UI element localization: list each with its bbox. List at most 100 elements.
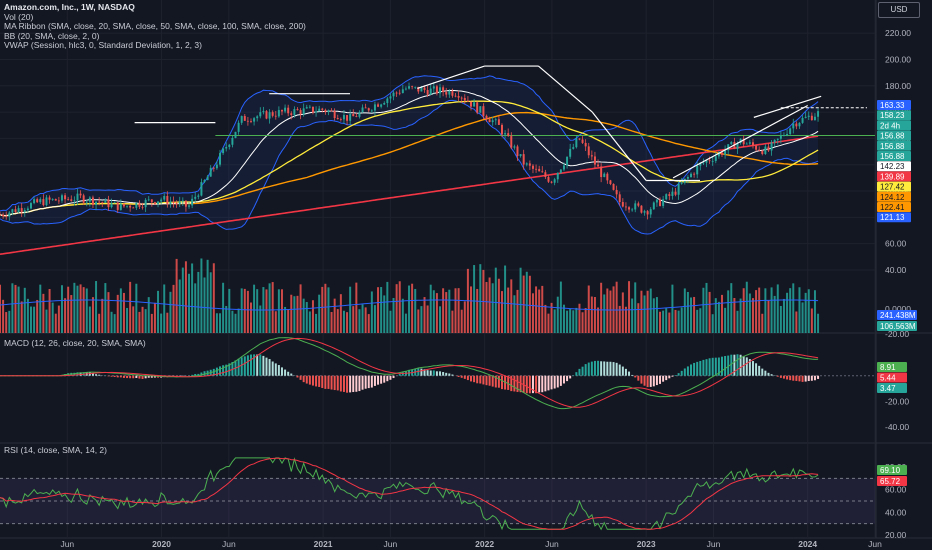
- candle-body: [150, 199, 153, 203]
- macd-histogram-bar: [584, 364, 587, 376]
- candle-body: [779, 135, 782, 139]
- macd-histogram-bar: [587, 362, 590, 376]
- candle-body: [429, 88, 432, 95]
- volume-bar: [76, 285, 79, 333]
- macd-histogram-bar: [308, 375, 311, 385]
- candle-body: [674, 191, 677, 195]
- legend-macd[interactable]: MACD (12, 26, close, 20, SMA, SMA): [4, 338, 146, 348]
- candle-body: [355, 116, 358, 118]
- candle-body: [54, 198, 57, 201]
- volume-bar: [373, 305, 376, 333]
- macd-histogram-bar: [178, 375, 181, 377]
- candle-body: [581, 139, 584, 143]
- candle-body: [271, 112, 274, 116]
- volume-bar: [696, 309, 699, 333]
- macd-histogram-bar: [284, 369, 287, 376]
- macd-histogram-bar: [262, 355, 265, 376]
- volume-bar: [593, 296, 596, 333]
- candle-body: [132, 207, 135, 209]
- candle-body: [70, 199, 73, 201]
- macd-histogram-bar: [764, 370, 767, 376]
- volume-bar: [789, 288, 792, 333]
- candle-body: [253, 118, 256, 122]
- volume-bar: [609, 290, 612, 333]
- volume-bar: [54, 313, 57, 333]
- volume-bar: [113, 314, 116, 333]
- volume-bar: [714, 298, 717, 333]
- volume-bar: [8, 310, 11, 333]
- macd-histogram-bar: [138, 375, 141, 379]
- volume-bar: [494, 267, 497, 333]
- legend-bb[interactable]: BB (20, SMA, close, 2, 0): [4, 30, 100, 41]
- candle-body: [662, 199, 665, 206]
- candle-body: [748, 142, 751, 144]
- volume-bar: [330, 311, 333, 333]
- macd-histogram-bar: [553, 375, 556, 389]
- volume-bar: [141, 306, 144, 333]
- candle-body: [358, 112, 361, 117]
- macd-histogram-bar: [562, 375, 565, 384]
- macd-histogram-bar: [482, 375, 485, 385]
- macd-histogram-bar: [420, 368, 423, 376]
- candle-body: [680, 182, 683, 184]
- legend-ma-ribbon[interactable]: MA Ribbon (SMA, close, 20, SMA, close, 5…: [4, 21, 306, 31]
- macd-histogram-bar: [349, 375, 352, 393]
- volume-bar: [550, 302, 553, 333]
- candle-body: [342, 115, 345, 120]
- volume-bar: [680, 307, 683, 333]
- macd-histogram-bar: [324, 375, 327, 389]
- volume-bar: [284, 306, 287, 333]
- candle-body: [11, 209, 14, 213]
- macd-histogram-bar: [336, 375, 339, 391]
- candle-body: [57, 200, 60, 202]
- macd-histogram-bar: [274, 363, 277, 376]
- macd-histogram-bar: [296, 375, 299, 378]
- price-label-box: [877, 161, 911, 172]
- candle-body: [494, 119, 497, 121]
- volume-bar: [798, 287, 801, 333]
- volume-bar: [711, 314, 714, 333]
- candle-body: [293, 109, 296, 116]
- candle-body: [135, 202, 138, 208]
- volume-bar: [538, 289, 541, 333]
- volume-bar: [293, 296, 296, 333]
- macd-histogram-bar: [581, 366, 584, 376]
- time-axis-label: 2023: [637, 539, 656, 549]
- volume-label-text: 106.563M: [880, 322, 916, 331]
- candle-body: [234, 131, 237, 138]
- candle-body: [621, 202, 624, 207]
- macd-histogram-bar: [699, 360, 702, 376]
- volume-bar: [435, 293, 438, 333]
- candle-body: [327, 110, 330, 113]
- macd-histogram-bar: [435, 371, 438, 376]
- volume-bar: [429, 284, 432, 333]
- volume-bar: [817, 313, 820, 333]
- candle-body: [101, 202, 104, 204]
- volume-bar: [624, 306, 627, 333]
- volume-bar: [705, 282, 708, 333]
- legend-rsi[interactable]: RSI (14, close, SMA, 14, 2): [4, 445, 107, 455]
- candle-body: [166, 195, 169, 205]
- currency-button[interactable]: USD: [878, 2, 920, 18]
- candle-body: [745, 143, 748, 145]
- volume-bar: [85, 288, 88, 333]
- candle-body: [510, 135, 513, 148]
- macd-histogram-bar: [318, 375, 321, 387]
- candle-body: [690, 173, 692, 178]
- candle-body: [559, 169, 562, 173]
- volume-bar: [615, 281, 618, 333]
- macd-histogram-bar: [544, 375, 547, 392]
- volume-bar: [655, 297, 658, 333]
- macd-histogram-bar: [618, 364, 621, 376]
- macd-histogram-bar: [473, 375, 476, 383]
- volume-bar: [321, 286, 324, 333]
- macd-histogram-bar: [717, 357, 720, 376]
- legend-volume[interactable]: Vol (20): [4, 11, 34, 22]
- macd-histogram-bar: [373, 375, 376, 386]
- legend-vwap[interactable]: VWAP (Session, hlc3, 0, Standard Deviati…: [4, 40, 202, 50]
- volume-bar: [640, 290, 643, 333]
- macd-histogram-bar: [302, 375, 305, 383]
- macd-histogram-bar: [355, 375, 358, 392]
- volume-bar: [126, 307, 129, 333]
- candle-body: [500, 124, 503, 135]
